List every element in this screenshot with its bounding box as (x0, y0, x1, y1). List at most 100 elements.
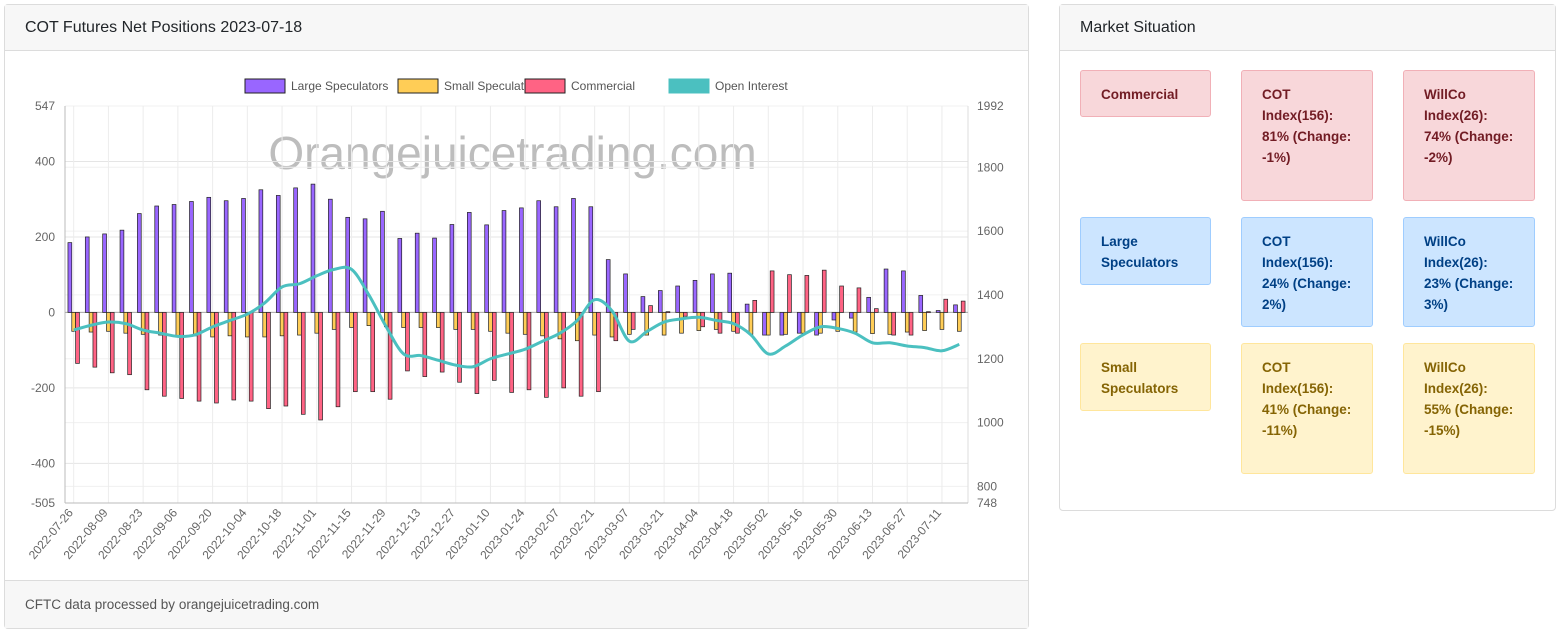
legend-swatch (397, 78, 439, 94)
bar-large-speculators (605, 259, 611, 313)
bar-small-speculators (488, 312, 493, 332)
y-left-tick-label: 0 (48, 305, 55, 319)
legend-item: Small Speculators (397, 78, 541, 94)
bar-large-speculators (901, 270, 906, 313)
bar-large-speculators (397, 238, 403, 313)
bar-large-speculators (675, 285, 680, 313)
bar-large-speculators (362, 218, 368, 313)
bar-large-speculators (831, 312, 837, 321)
bar-commercial (648, 305, 653, 313)
bar-large-speculators (345, 216, 350, 313)
large-speculators-cot-index: COT Index(156): 24% (Change: 2%) (1241, 217, 1373, 327)
bar-small-speculators (331, 312, 337, 330)
bar-commercial (630, 312, 636, 330)
chart-card: COT Futures Net Positions 2023-07-18 Ora… (4, 4, 1029, 629)
bar-small-speculators (939, 312, 945, 330)
y-right-tick-label: 1200 (977, 352, 1004, 366)
bar-small-speculators (349, 312, 354, 328)
bar-small-speculators (88, 312, 94, 333)
legend-item: Large Speculators (244, 78, 388, 94)
bar-large-speculators (727, 272, 733, 313)
bar-commercial (439, 312, 445, 373)
bar-commercial (405, 312, 410, 372)
bar-commercial (821, 269, 827, 313)
bar-commercial (144, 312, 150, 391)
commercial-label: Commercial (1101, 87, 1179, 102)
watermark-text: Orangejuicetrading.com (268, 127, 756, 179)
bar-commercial (214, 312, 219, 404)
bar-small-speculators (887, 312, 893, 335)
legend-swatch (244, 78, 286, 94)
bar-commercial (908, 312, 914, 336)
commercial-cot-index-text: COT Index(156): 81% (Change: -1%) (1262, 87, 1352, 165)
bar-small-speculators (227, 312, 233, 337)
bar-commercial (752, 299, 758, 313)
bar-commercial (248, 312, 254, 402)
bar-large-speculators (189, 201, 194, 313)
legend-item: Open Interest (668, 78, 788, 94)
commercial-label-box: Commercial (1080, 70, 1211, 117)
bar-large-speculators (328, 198, 333, 313)
bar-large-speculators (67, 242, 73, 313)
bar-large-speculators (258, 189, 264, 313)
bar-small-speculators (627, 312, 632, 335)
bar-commercial (353, 312, 358, 393)
bar-large-speculators (762, 312, 767, 336)
bar-large-speculators (640, 296, 646, 313)
bar-commercial (804, 275, 810, 313)
bar-small-speculators (453, 312, 458, 330)
bar-large-speculators (588, 206, 594, 313)
bar-large-speculators (866, 296, 871, 313)
bar-commercial (891, 312, 896, 336)
bar-commercial (874, 308, 879, 313)
bar-commercial (283, 312, 289, 407)
bar-large-speculators (154, 205, 159, 313)
bar-small-speculators (279, 312, 285, 337)
bar-small-speculators (852, 312, 858, 333)
bar-commercial (578, 312, 584, 397)
bar-commercial (526, 312, 532, 391)
small-speculators-cot-index-text: COT Index(156): 41% (Change: -11%) (1262, 360, 1352, 438)
bar-small-speculators (870, 312, 875, 334)
bar-small-speculators (505, 312, 511, 334)
bar-commercial (457, 312, 462, 383)
commercial-willco-index-text: WillCo Index(26): 74% (Change: -2%) (1424, 87, 1514, 165)
y-right-tick-label: 1992 (977, 99, 1004, 113)
market-situation-card: Market Situation Commercial COT Index(15… (1059, 4, 1556, 511)
bar-large-speculators (119, 229, 125, 313)
small-speculators-willco-index: WillCo Index(26): 55% (Change: -15%) (1403, 343, 1535, 474)
y-left-tick-label: 400 (35, 154, 55, 168)
small-speculators-label: Small Speculators (1101, 360, 1179, 396)
bar-commercial (596, 312, 601, 393)
bar-small-speculators (609, 312, 615, 338)
bar-large-speculators (241, 198, 246, 313)
bar-small-speculators (192, 312, 198, 337)
bar-large-speculators (918, 295, 924, 313)
bar-commercial (196, 312, 202, 402)
bar-small-speculators (957, 312, 962, 332)
bar-large-speculators (744, 303, 750, 313)
bar-small-speculators (366, 312, 372, 326)
bar-commercial (665, 311, 671, 314)
open-interest-line (73, 265, 960, 369)
bar-large-speculators (380, 210, 385, 313)
small-speculators-willco-index-text: WillCo Index(26): 55% (Change: -15%) (1424, 360, 1514, 438)
cot-chart: Orangejuicetrading.com 547 400 200 0 -200 -400… (26, 78, 1004, 562)
legend-item: Commercial (524, 78, 635, 94)
bar-commercial (318, 312, 323, 421)
commercial-willco-index: WillCo Index(26): 74% (Change: -2%) (1403, 70, 1535, 201)
bar-large-speculators (814, 312, 819, 336)
bar-commercial (422, 312, 428, 377)
bar-large-speculators (692, 279, 698, 313)
bar-commercial (266, 312, 271, 410)
bar-small-speculators (922, 312, 927, 331)
y-right-tick-label: 1400 (977, 288, 1004, 302)
bar-small-speculators (401, 312, 406, 328)
bar-small-speculators (540, 312, 545, 337)
bar-large-speculators (883, 268, 889, 313)
bar-small-speculators (783, 312, 788, 335)
bar-small-speculators (522, 312, 528, 335)
bar-large-speculators (171, 204, 177, 313)
bar-large-speculators (293, 187, 298, 313)
bar-commercial (960, 300, 966, 313)
